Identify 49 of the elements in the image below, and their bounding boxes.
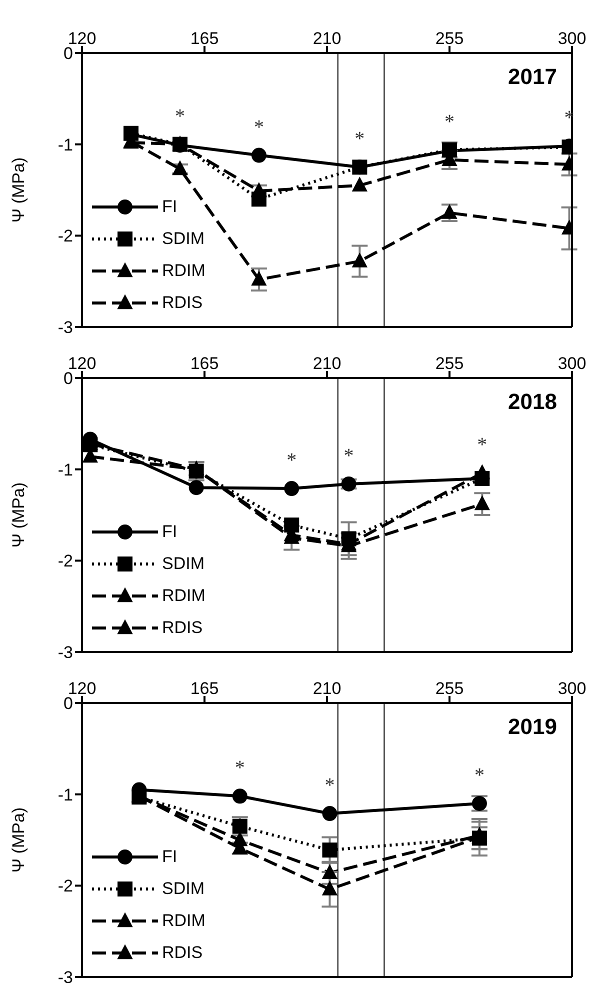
x-tick-label: 210 [312,29,342,48]
y-tick-label: -3 [58,318,73,338]
y-tick-label: -1 [58,135,73,154]
legend-label: RDIS [162,618,203,638]
x-tick-label: 255 [435,29,464,48]
text: 2017 [508,64,557,90]
y-tick-label: -3 [58,968,73,988]
annotation: * [234,757,245,780]
legend-label: RDIM [162,261,206,281]
y-axis-title: Ψ (MPa) [9,157,28,223]
x-tick-label: 165 [190,679,219,698]
y-tick-label: -1 [58,785,73,804]
x-tick-label: 255 [435,354,464,373]
x-tick-label: 300 [558,679,586,698]
y-tick-label: -3 [58,643,73,662]
annotation: * [324,774,335,797]
annotation: * [175,105,185,128]
legend-label: RDIM [162,586,206,606]
annotation: * [477,434,488,456]
y-tick-label: -1 [58,460,73,480]
x-tick-label: 165 [190,354,219,373]
annotation: * [354,128,365,150]
y-tick-label: -2 [58,552,73,571]
legend-label: FI [162,522,178,542]
legend-label: RDIS [162,293,203,313]
y-axis-title: Ψ (MPa) [9,482,28,548]
legend-label: SDIM [162,554,204,574]
x-tick-label: 300 [558,29,586,48]
text: 2018 [508,389,557,415]
x-tick-label: 210 [312,354,342,373]
annotation: * [344,444,354,467]
legend-label: SDIM [162,229,204,249]
legend-label: FI [162,847,178,867]
text: 2019 [508,714,557,740]
annotation: * [254,116,264,138]
y-tick-label: -2 [58,876,73,896]
x-tick-label: 255 [435,679,464,698]
y-tick-label: -2 [58,226,73,246]
annotation: * [286,450,297,472]
y-axis-title: Ψ (MPa) [9,807,28,873]
x-tick-label: 300 [558,354,586,373]
annotation: * [444,110,454,133]
legend-label: RDIM [162,911,206,931]
x-tick-label: 210 [312,679,342,698]
legend-label: SDIM [162,879,204,899]
annotation: * [474,764,484,786]
x-tick-label: 165 [190,29,219,48]
legend-label: FI [162,197,178,217]
legend-label: RDIS [162,943,203,963]
